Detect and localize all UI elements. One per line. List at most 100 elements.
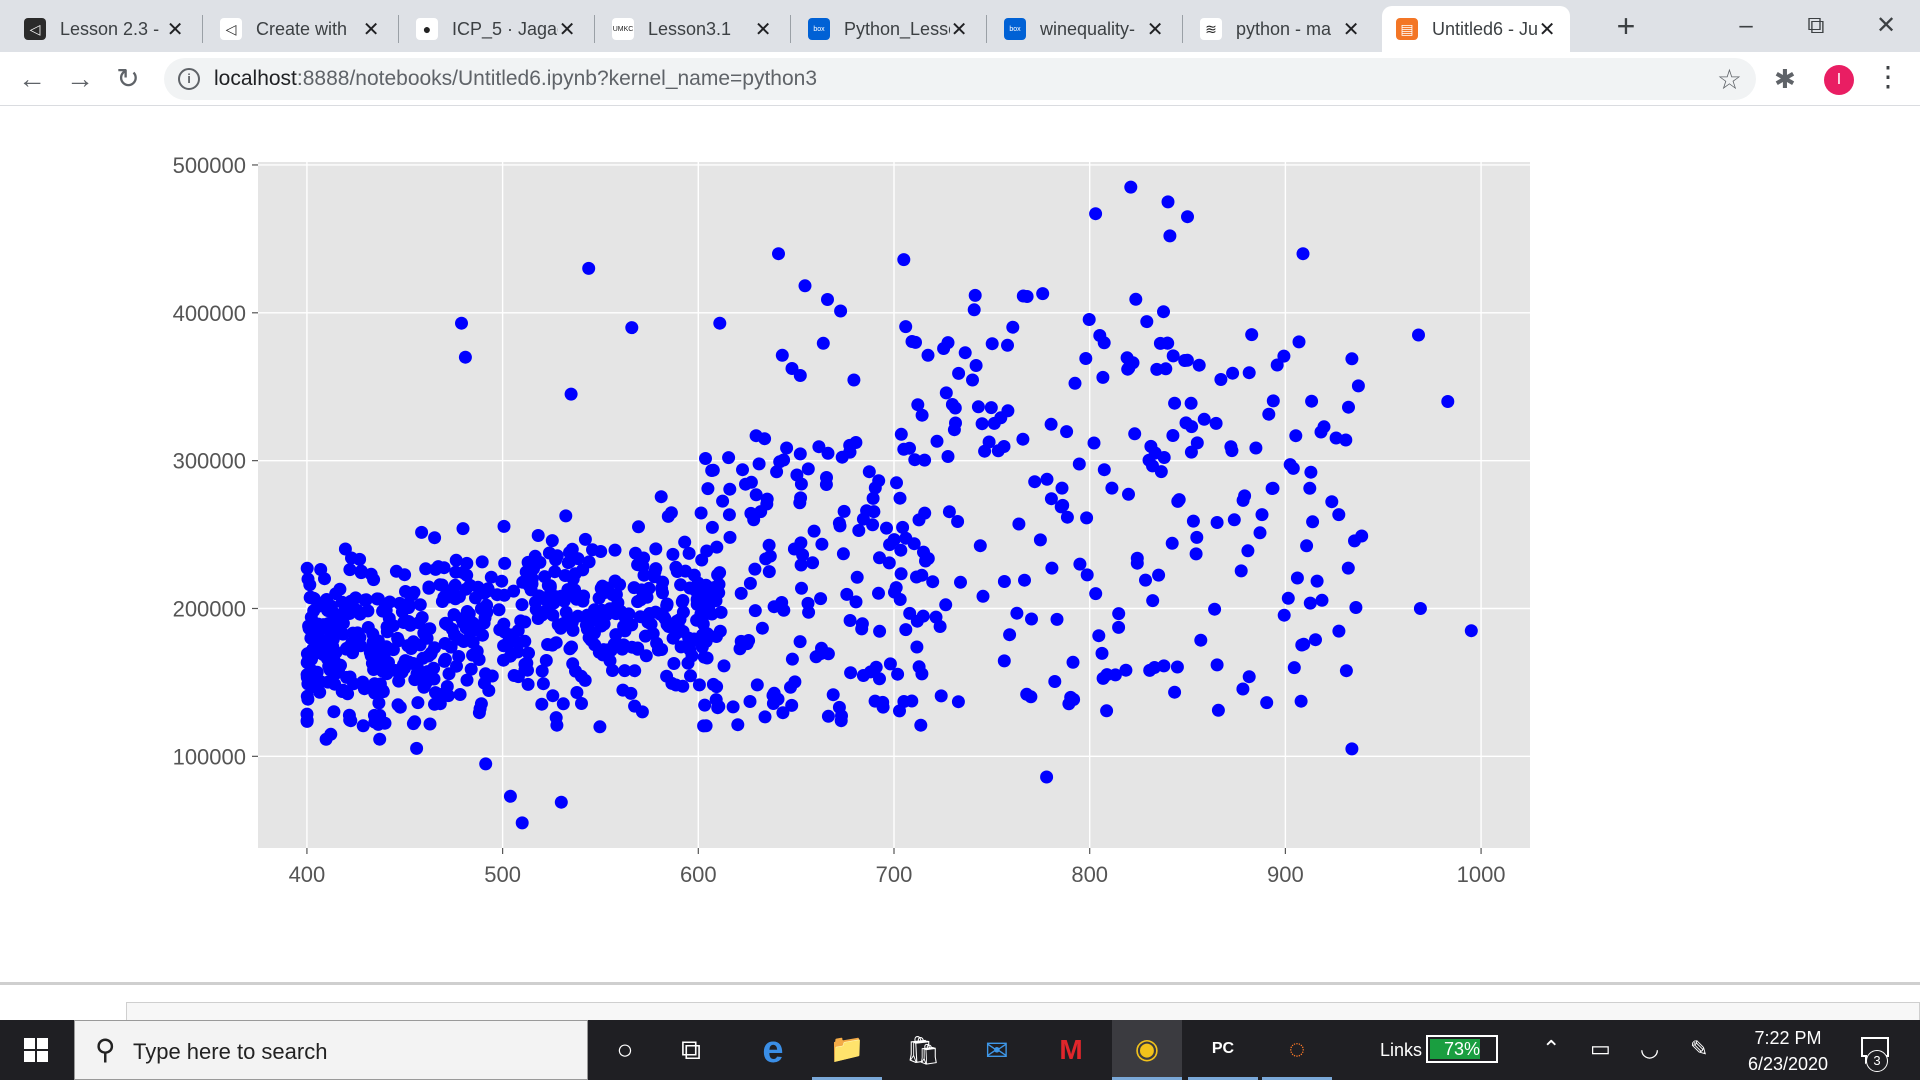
bookmark-star-icon[interactable]: ☆ [1716,64,1742,95]
scatter-point [492,603,506,617]
scatter-point [1003,628,1017,642]
scatter-point [1089,207,1103,221]
scatter-point [470,644,484,658]
scatter-point [760,492,774,506]
wifi-icon[interactable]: ◡ [1640,1036,1660,1061]
scatter-point [713,624,727,638]
scatter-point [826,688,840,702]
scatter-point [939,386,953,400]
scatter-point [766,697,780,710]
scatter-point [852,524,866,537]
tab-close-icon[interactable]: ✕ [1538,18,1556,41]
scatter-point [1266,481,1280,495]
address-bar[interactable]: i localhost:8888/notebooks/Untitled6.ipy… [164,58,1756,100]
edge-icon[interactable]: e [762,1028,784,1071]
pen-icon[interactable]: ✎ [1690,1036,1709,1061]
browser-tab[interactable]: box winequality- ✕ [990,6,1178,52]
extensions-puzzle-icon[interactable]: ✱ [1774,64,1796,94]
scatter-point [978,444,992,458]
scatter-point [951,695,965,709]
scatter-point [505,647,519,661]
scatter-point [997,575,1011,588]
browser-tab[interactable]: ▤ Untitled6 - Ju ✕ [1382,6,1570,52]
browser-tab[interactable]: ● ICP_5 · Jagad ✕ [402,6,590,52]
tab-close-icon[interactable]: ✕ [558,18,576,41]
links-toolbar[interactable]: Links [1380,1040,1423,1060]
y-tick-label: 100000 [173,744,246,769]
new-tab-button[interactable]: + [1616,8,1636,44]
forward-button[interactable]: → [66,63,94,94]
restore-button[interactable]: ⧉ [1807,12,1825,39]
scatter-point [556,697,570,711]
scatter-point [1290,571,1304,585]
scatter-point [894,567,908,581]
file-explorer-icon[interactable]: 📁 [812,1020,882,1080]
scatter-point [706,677,720,691]
scatter-point [631,558,645,572]
tab-separator [790,15,791,43]
show-hidden-icons-chevron-icon[interactable]: ⌃ [1542,1036,1561,1061]
task-view-icon[interactable]: ⧉ [681,1033,701,1065]
scatter-point [743,695,757,708]
taskbar-search-box[interactable]: ⚲ Type here to search [74,1020,588,1080]
scatter-point [793,635,807,649]
scatter-point [546,689,560,703]
scatter-point [1211,703,1225,717]
scatter-point [606,664,619,677]
x-tick-label: 800 [1071,862,1108,887]
scatter-point [601,581,614,595]
jupyter-taskbar-icon[interactable]: ◌ [1262,1020,1332,1080]
tab-close-icon[interactable]: ✕ [1146,18,1164,41]
scatter-point [1342,400,1355,414]
scatter-point [441,590,455,604]
browser-tab[interactable]: ≋ python - ma ✕ [1186,6,1374,52]
tab-close-icon[interactable]: ✕ [950,18,968,41]
chrome-icon[interactable]: ◉ [1112,1020,1182,1080]
scatter-point [1297,637,1311,651]
next-code-cell[interactable] [126,1002,1920,1022]
tab-close-icon[interactable]: ✕ [754,18,772,41]
cortana-icon[interactable]: ○ [616,1034,634,1065]
scatter-point [322,617,335,630]
scatter-point [1080,511,1094,525]
scatter-point [628,699,642,713]
scatter-point [613,578,627,592]
scatter-point [497,639,511,653]
store-icon[interactable]: 🛍 [905,1034,941,1066]
scatter-point [632,520,645,534]
scatter-point [1108,668,1122,682]
start-button[interactable] [0,1020,72,1080]
scatter-point [821,293,834,306]
clock-date[interactable]: 6/23/2020 [1747,1054,1829,1074]
battery-indicator[interactable]: 73% [1426,1035,1498,1063]
battery-tray-icon[interactable]: ▭ [1590,1036,1611,1061]
tab-close-icon[interactable]: ✕ [362,18,380,41]
profile-avatar[interactable]: I [1824,65,1854,95]
minimize-button[interactable]: – [1739,12,1753,39]
scatter-point [642,581,656,595]
tab-close-icon[interactable]: ✕ [1342,18,1360,41]
mcafee-icon[interactable]: M [1059,1034,1083,1065]
back-button[interactable]: ← [18,63,46,94]
scatter-point [1028,475,1042,489]
browser-tab[interactable]: UMKC Lesson3.1 ✕ [598,6,786,52]
pycharm-icon[interactable]: PC [1188,1020,1258,1080]
close-window-button[interactable]: ✕ [1875,12,1897,39]
tab-label: ICP_5 · Jagad [452,18,559,39]
browser-tab[interactable]: ◁ Lesson 2.3 - ✕ [10,6,198,52]
site-info-icon[interactable]: i [178,68,200,90]
browser-tab[interactable]: ◁ Create with ✕ [206,6,394,52]
scatter-point [1079,352,1093,365]
browser-menu-icon[interactable]: ⋮ [1874,61,1902,92]
scatter-point [945,398,959,411]
reload-button[interactable]: ↻ [116,63,140,94]
scatter-point [633,610,647,624]
mail-icon[interactable]: ✉ [985,1034,1009,1066]
scatter-point [1190,436,1204,450]
tab-close-icon[interactable]: ✕ [166,18,184,41]
clock-time[interactable]: 7:22 PM [1754,1028,1822,1048]
browser-tab[interactable]: box Python_Lesso ✕ [794,6,982,52]
scatter-point [570,686,584,699]
url-text[interactable]: localhost:8888/notebooks/Untitled6.ipynb… [214,67,817,91]
scatter-point [594,619,608,633]
